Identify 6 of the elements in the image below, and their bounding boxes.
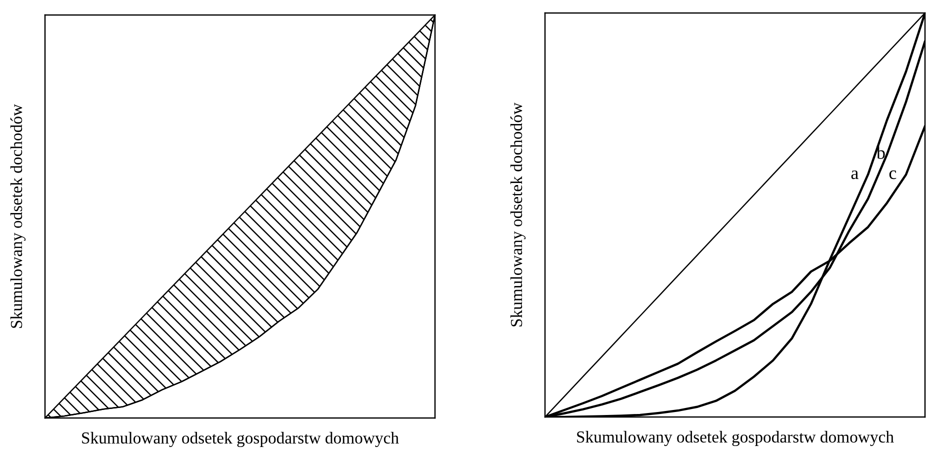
y-axis-title: Skumulowany odsetek dochodów [10, 104, 26, 328]
x-axis-title: Skumulowany odsetek gospodarstw domowych [82, 432, 399, 448]
y-axis-title: Skumulowany odsetek dochodów [510, 102, 526, 326]
series-label: a [851, 170, 858, 180]
series-label: c [889, 170, 896, 180]
x-axis-title: Skumulowany odsetek gospodarstw domowych [577, 430, 894, 446]
